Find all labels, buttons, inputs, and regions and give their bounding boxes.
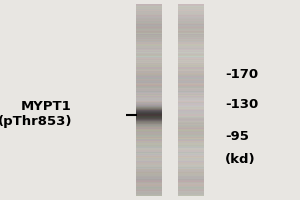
Text: -170: -170	[225, 68, 258, 80]
Text: MYPT1: MYPT1	[21, 100, 72, 114]
Text: (kd): (kd)	[225, 154, 256, 166]
Text: -95: -95	[225, 130, 249, 142]
Text: (pThr853): (pThr853)	[0, 114, 72, 128]
Text: -130: -130	[225, 98, 258, 112]
